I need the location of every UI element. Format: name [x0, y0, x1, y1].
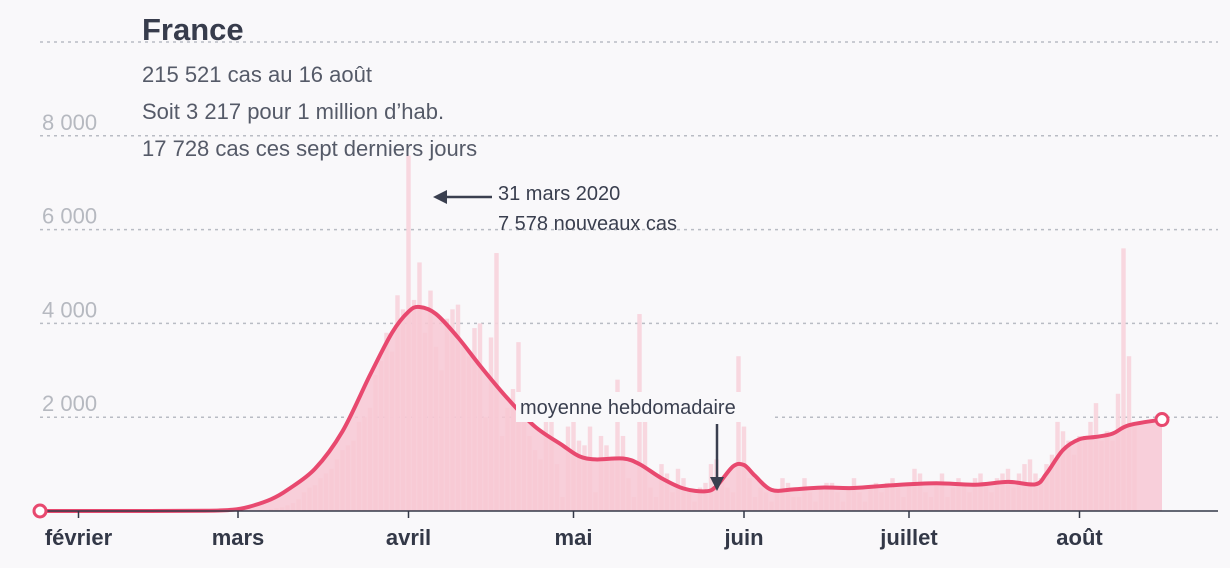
- x-tick-label: avril: [386, 525, 431, 550]
- average-arrow-head: [710, 477, 724, 491]
- grid-lines: [40, 41, 1218, 418]
- peak-annotation: 31 mars 2020 7 578 nouveaux cas: [433, 183, 677, 235]
- chart-header: France 215 521 cas au 16 août Soit 3 217…: [142, 12, 477, 167]
- daily-bar: [708, 464, 714, 511]
- peak-value: 7 578 nouveaux cas: [498, 213, 677, 235]
- daily-bar: [615, 379, 620, 511]
- x-tick-label: février: [45, 525, 113, 550]
- daily-bar: [736, 356, 741, 511]
- end-marker: [1154, 412, 1170, 428]
- peak-arrow-head: [433, 190, 447, 204]
- average-annotation: moyenne hebdomadaire: [516, 392, 772, 491]
- x-tick-label: mars: [212, 525, 265, 550]
- x-tick-label: mai: [555, 525, 593, 550]
- y-tick-label: 2 000: [42, 391, 97, 416]
- x-tick-label: août: [1056, 525, 1103, 550]
- x-axis-ticks: février mars avril mai juin juillet août: [45, 511, 1103, 550]
- cases-per-million: Soit 3 217 pour 1 million d’hab.: [142, 99, 445, 124]
- weekly-average-area: [40, 306, 1162, 511]
- x-tick-label: juillet: [879, 525, 938, 550]
- total-cases: 215 521 cas au 16 août: [142, 62, 372, 87]
- x-tick-label: juin: [723, 525, 763, 550]
- weekly-average-line: [38, 304, 1164, 513]
- y-tick-label: 8 000: [42, 110, 97, 135]
- y-axis-labels: 2 000 4 000 6 000 8 000: [42, 110, 97, 416]
- country-title: France: [142, 12, 244, 47]
- weekly-cases: 17 728 cas ces sept derniers jours: [142, 136, 478, 161]
- peak-date: 31 mars 2020: [498, 183, 620, 205]
- start-marker: [32, 503, 48, 519]
- y-tick-label: 4 000: [42, 297, 97, 322]
- y-tick-label: 6 000: [42, 204, 97, 229]
- daily-bar: [642, 412, 648, 511]
- average-label-bg: [516, 392, 772, 422]
- daily-bar: [494, 253, 499, 512]
- average-label: moyenne hebdomadaire: [520, 397, 736, 419]
- daily-bar: [1121, 248, 1126, 512]
